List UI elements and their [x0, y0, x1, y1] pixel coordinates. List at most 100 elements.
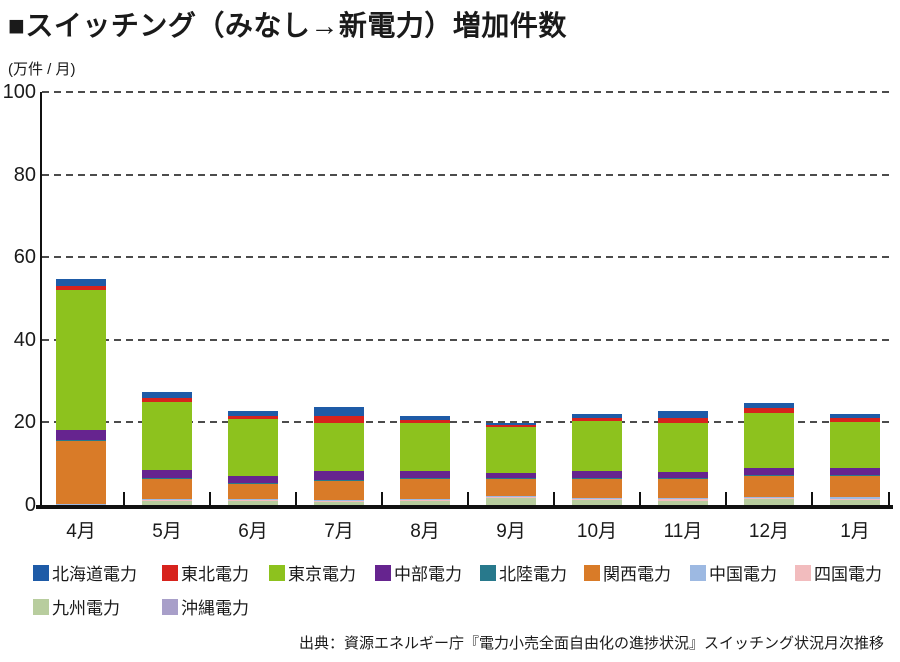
gridline: [42, 421, 890, 424]
bar-segment: [486, 422, 536, 425]
bar-segment: [400, 416, 450, 421]
legend-swatch-icon: [33, 564, 49, 581]
legend-label: 中部電力: [394, 565, 462, 584]
bar-segment: [56, 430, 106, 441]
legend-label: 四国電力: [814, 565, 882, 584]
x-axis-tick: [725, 492, 727, 505]
bar-segment: [830, 496, 880, 499]
bar-segment: [744, 413, 794, 469]
bar-segment: [142, 469, 192, 478]
bar-segment: [572, 421, 622, 471]
bar-segment: [228, 499, 278, 501]
bar-segment: [830, 421, 880, 469]
legend-swatch-icon: [162, 564, 178, 581]
x-axis-category-label: 7月: [324, 521, 354, 542]
source-note: 出典：資源エネルギー庁『電力小売全面自由化の進捗状況』スイッチング状況月次推移: [298, 635, 884, 652]
bar-segment: [658, 471, 708, 478]
bar-segment: [400, 420, 450, 424]
bar-segment: [142, 392, 192, 399]
bar-segment: [400, 479, 450, 499]
legend: 北海道電力 東北電力 東京電力 中部電力 北陸電力 関西電力 中国電力 四国電力 九州電力 沖縄電…: [33, 560, 882, 619]
y-axis-tick-label: 20: [13, 411, 36, 434]
bar-segment: [658, 417, 708, 423]
bar-segment: [228, 499, 278, 500]
x-axis-category-label: 5月: [152, 521, 182, 542]
bar-segment: [314, 500, 364, 502]
bar-segment: [228, 475, 278, 484]
bar-segment: [142, 401, 192, 470]
bar-segment: [228, 418, 278, 476]
bar-segment: [142, 499, 192, 500]
x-axis-category-label: 12月: [748, 521, 790, 542]
legend-item: 四国電力: [795, 560, 882, 585]
bar-segment: [228, 500, 278, 505]
legend-item: 中国電力: [690, 560, 795, 585]
x-axis-category-label: 10月: [576, 521, 618, 542]
bar-segment: [486, 426, 536, 474]
bar-segment: [314, 501, 364, 505]
bar-segment: [228, 484, 278, 499]
x-axis-category-label: 1月: [840, 521, 870, 542]
legend-label: 北海道電力: [52, 565, 137, 584]
legend-label: 東京電力: [288, 565, 356, 584]
bar-segment: [56, 285, 106, 290]
legend-item: 中部電力: [375, 560, 480, 585]
bar-segment: [744, 499, 794, 505]
bar-segment: [142, 478, 192, 499]
x-axis-category-label: 11月: [663, 521, 703, 542]
legend-label: 中国電力: [709, 565, 777, 584]
bar-segment: [830, 413, 880, 418]
legend-swatch-icon: [795, 564, 811, 581]
legend-swatch-icon: [584, 564, 600, 581]
bar-segment: [486, 496, 536, 498]
x-axis-tick: [295, 492, 297, 505]
bar-segment: [744, 498, 794, 499]
bar-segment: [658, 411, 708, 418]
bar-segment: [314, 480, 364, 481]
bar-segment: [142, 398, 192, 402]
page-title: ■スイッチング（みなし→新電力）増加件数: [8, 4, 567, 44]
bar-segment: [228, 415, 278, 419]
legend-label: 九州電力: [52, 599, 120, 618]
bar-segment: [400, 470, 450, 479]
y-axis-line: [40, 92, 42, 509]
bar-segment: [400, 478, 450, 480]
bar-segment: [830, 468, 880, 475]
bar-segment: [658, 422, 708, 472]
bar-segment: [314, 480, 364, 500]
title-bullet-icon: ■: [8, 10, 26, 41]
legend-swatch-icon: [162, 598, 178, 615]
bar-segment: [572, 499, 622, 501]
bar-segment: [830, 498, 880, 500]
bar-segment: [744, 408, 794, 414]
gridline: [42, 173, 890, 176]
bar-segment: [572, 413, 622, 419]
bar-segment: [486, 497, 536, 505]
bar-segment: [486, 496, 536, 497]
bar-segment: [56, 278, 106, 286]
x-axis-tick: [639, 492, 641, 505]
legend-swatch-icon: [690, 564, 706, 581]
bar-segment: [228, 411, 278, 416]
bar-segment: [744, 402, 794, 409]
bar-segment: [142, 477, 192, 479]
legend-item: 関西電力: [584, 560, 690, 585]
legend-item: 北海道電力: [33, 560, 162, 585]
bar-segment: [400, 423, 450, 471]
bar-segment: [572, 418, 622, 422]
bar-segment: [142, 499, 192, 502]
x-axis-category-label: 4月: [66, 521, 96, 542]
bar-segment: [400, 500, 450, 505]
bar-segment: [572, 479, 622, 499]
legend-label: 沖縄電力: [181, 599, 249, 618]
gridline: [42, 256, 890, 259]
x-axis-tick: [123, 492, 125, 505]
bar-segment: [486, 479, 536, 497]
bar-segment: [744, 468, 794, 476]
bar-segment: [314, 471, 364, 480]
legend-item: 東北電力: [162, 560, 269, 585]
x-axis-category-label: 9月: [496, 521, 526, 542]
bar-segment: [486, 473, 536, 479]
bar-segment: [658, 500, 708, 505]
